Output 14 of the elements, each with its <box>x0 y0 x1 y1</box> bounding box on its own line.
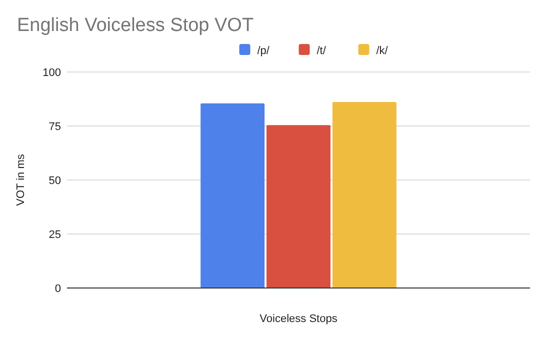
legend-label: /p/ <box>257 44 270 57</box>
bar <box>332 102 396 288</box>
x-axis-title: Voiceless Stops <box>260 313 338 325</box>
y-tick-label: 50 <box>48 174 61 187</box>
y-axis-title: VOT in ms <box>15 154 27 206</box>
bar <box>200 103 265 288</box>
bar <box>266 125 330 288</box>
y-tick-label: 75 <box>48 120 61 133</box>
y-tick-label: 0 <box>54 282 61 295</box>
y-tick-label: 100 <box>42 66 61 79</box>
y-tick-label: 25 <box>48 228 61 241</box>
legend-label: /t/ <box>316 44 327 57</box>
chart-title: English Voiceless Stop VOT <box>17 15 254 36</box>
legend-label: /k/ <box>376 44 389 57</box>
